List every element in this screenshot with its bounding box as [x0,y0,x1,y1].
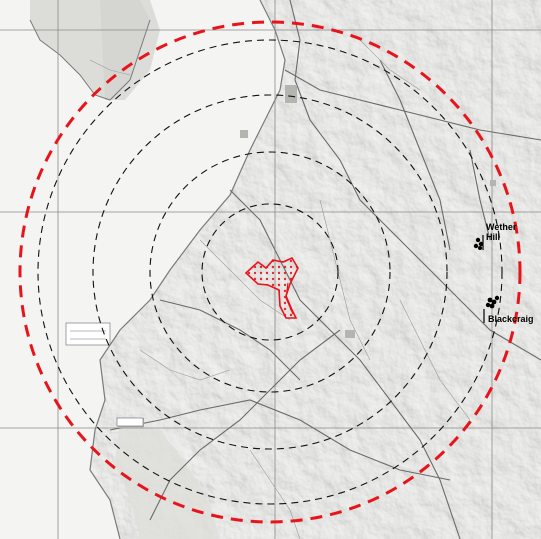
turbine-cluster-icon [483,295,500,323]
study-area-boundary-ring [18,20,522,524]
turbine-cluster-icon [473,235,484,250]
radius-ring-2 [149,151,391,393]
radius-ring-4 [37,39,503,505]
blackcraig-label: Blackcraig [488,314,534,324]
radius-ring-3 [92,94,448,450]
radius-rings [18,20,522,524]
road-network [109,0,541,539]
wether-hill-marker[interactable]: Wether Hill [473,222,517,250]
radius-ring-1 [201,203,339,341]
minor-roads [89,39,471,539]
blackcraig-marker[interactable]: Blackcraig [483,295,534,324]
coastline [89,0,286,539]
wether-hill-label-line1: Wether [486,222,517,232]
wether-hill-label-line2: Hill [486,232,500,242]
inset-box [116,417,144,427]
map-scale-box [65,322,111,346]
site-boundary[interactable] [244,256,299,319]
